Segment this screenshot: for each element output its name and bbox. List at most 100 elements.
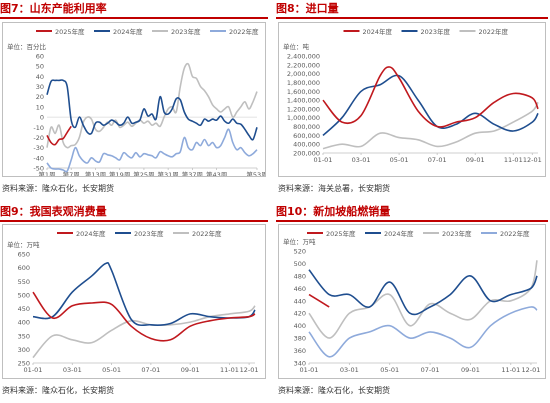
y-tick-label: 2,400,000 <box>287 53 320 61</box>
series-group <box>46 62 258 173</box>
y-tick-label: -30 <box>33 144 44 152</box>
x-tick-label: 12-01 <box>522 366 541 374</box>
x-tick-label: 01-01 <box>314 156 333 164</box>
x-tick-label: 第53周 <box>246 170 265 176</box>
y-tick-label: 480 <box>294 272 306 280</box>
title-rule <box>0 220 268 222</box>
y-tick-label: 2,200,000 <box>287 61 320 69</box>
x-axis: 01-01 03-01 05-01 07-01 09-01 11-01 12-01 <box>314 153 542 164</box>
x-tick-label: 01-01 <box>300 366 319 374</box>
source-note: 资料来源：隆众石化，长安期货 <box>2 184 114 193</box>
y-tick-label: 30 <box>36 83 44 91</box>
y-tick-label: 600 <box>18 264 30 272</box>
legend-item: 2024年度 <box>343 27 393 36</box>
x-tick-label: 第37周 <box>182 170 203 176</box>
legend-label: 2023年度 <box>134 229 164 238</box>
y-tick-label: 1,200,000 <box>287 105 320 113</box>
y-axis: 650 600 550 500 450 400 350 300 250 <box>18 251 30 368</box>
y-axis: 60 50 40 30 20 10 0 -10 -20 -30 -40 -50 <box>33 53 44 173</box>
legend-label: 2024年度 <box>363 27 393 36</box>
source-note: 资料来源：隆众石化，长安期货 <box>2 386 114 395</box>
chart-frame: 2025年度 2024年度 2023年度 2022年度 单位：百分比 60 50 40 30 20… <box>2 22 268 179</box>
y-tick-label: -10 <box>33 124 44 132</box>
series-line <box>46 62 258 149</box>
series-line <box>32 291 256 342</box>
legend-label: 2024年度 <box>384 229 414 238</box>
x-tick-label: 12-01 <box>240 366 259 374</box>
series-line <box>308 269 538 316</box>
legend-label: 2025年度 <box>326 229 356 238</box>
figure-title: 图9：我国表观消费量 <box>0 205 107 218</box>
y-tick-label: 200,000 <box>293 150 320 158</box>
x-tick-label: 第43周 <box>206 170 227 176</box>
legend-item: 2024年度 <box>94 27 143 36</box>
figure-title: 图8：进口量 <box>276 2 339 15</box>
y-tick-label: 0 <box>40 114 44 122</box>
legend-item: 2025年度 <box>36 27 85 36</box>
legend-label: 2025年度 <box>55 27 85 36</box>
series-line <box>308 306 538 358</box>
legend: 2024年度 2023年度 2022年度 <box>343 27 509 36</box>
y-tick-label: 20 <box>36 93 44 101</box>
y-tick-label: 520 <box>294 248 306 256</box>
x-tick-label: 11-01 <box>501 366 520 374</box>
chart-frame: 2024年度 2023年度 2022年度 单位：吨 2,400,000 2,200,000… <box>278 22 546 177</box>
series-line <box>322 66 539 128</box>
legend-item: 2023年度 <box>152 27 201 36</box>
y-tick-label: 400 <box>18 319 30 327</box>
x-tick-label: 第7周 <box>63 170 80 176</box>
x-tick-label: 12-01 <box>523 156 542 164</box>
y-tick-label: 550 <box>18 278 30 286</box>
legend-label: 2023年度 <box>171 27 201 36</box>
legend: 2025年度 2024年度 2023年度 2022年度 <box>307 229 530 238</box>
x-tick-label: 第31周 <box>158 170 179 176</box>
legend-item: 2022年度 <box>210 27 259 36</box>
series-line <box>308 293 330 308</box>
y-tick-label: -40 <box>33 154 44 162</box>
x-tick-label: 01-01 <box>24 366 43 374</box>
y-tick-label: 300 <box>18 346 30 354</box>
y-axis: 2,400,0002,200,0002,000,0001,800,0001,60… <box>287 53 320 158</box>
y-tick-label: -20 <box>33 134 44 142</box>
x-tick-label: 第19周 <box>109 170 130 176</box>
legend-label: 2023年度 <box>442 229 472 238</box>
panel-fig8: 图8：进口量 2024年度 2023年度 2022年度 单位：吨 2,400,000 2,… <box>276 0 550 200</box>
x-tick-label: 03-01 <box>352 156 371 164</box>
legend-item: 2023年度 <box>401 27 451 36</box>
y-tick-label: 650 <box>18 251 30 259</box>
legend-label: 2022年度 <box>192 229 222 238</box>
legend-label: 2022年度 <box>479 27 509 36</box>
legend-item: 2024年度 <box>57 229 106 238</box>
unit-label: 单位：万吨 <box>7 240 40 249</box>
y-tick-label: 50 <box>36 63 44 71</box>
unit-label: 单位：万吨 <box>283 237 316 246</box>
legend-label: 2023年度 <box>421 27 451 36</box>
y-axis: 520 500 480 460 440 420 400 380 360 340 <box>294 248 306 368</box>
x-axis: 01-01 03-01 05-01 07-01 09-01 11-01 12-01 <box>24 363 259 374</box>
panel-fig10: 图10：新加坡船燃销量 2025年度 2024年度 2023年度 2022年度 单位：万… <box>276 203 550 403</box>
legend-item: 2025年度 <box>307 229 356 238</box>
legend-label: 2024年度 <box>113 27 143 36</box>
series-line <box>308 260 538 339</box>
figure-title: 图7：山东产能利用率 <box>0 2 107 15</box>
title-rule <box>276 220 548 222</box>
y-tick-label: 500 <box>294 260 306 268</box>
x-tick-label: 07-01 <box>428 156 447 164</box>
y-tick-label: 600,000 <box>293 132 320 140</box>
y-tick-label: 1,800,000 <box>287 79 320 87</box>
y-tick-label: 450 <box>18 305 30 313</box>
legend-label: 2022年度 <box>500 229 530 238</box>
y-tick-label: 340 <box>294 360 306 368</box>
legend-item: 2024年度 <box>365 229 414 238</box>
series-line <box>322 101 539 150</box>
y-tick-label: 60 <box>36 53 44 61</box>
y-tick-label: 40 <box>36 73 44 81</box>
panel-fig7: 图7：山东产能利用率 2025年度 2024年度 2023年度 2022年度 单位：百分… <box>0 0 270 200</box>
series-group <box>322 66 539 150</box>
series-group <box>308 260 538 358</box>
y-tick-label: 500 <box>18 291 30 299</box>
